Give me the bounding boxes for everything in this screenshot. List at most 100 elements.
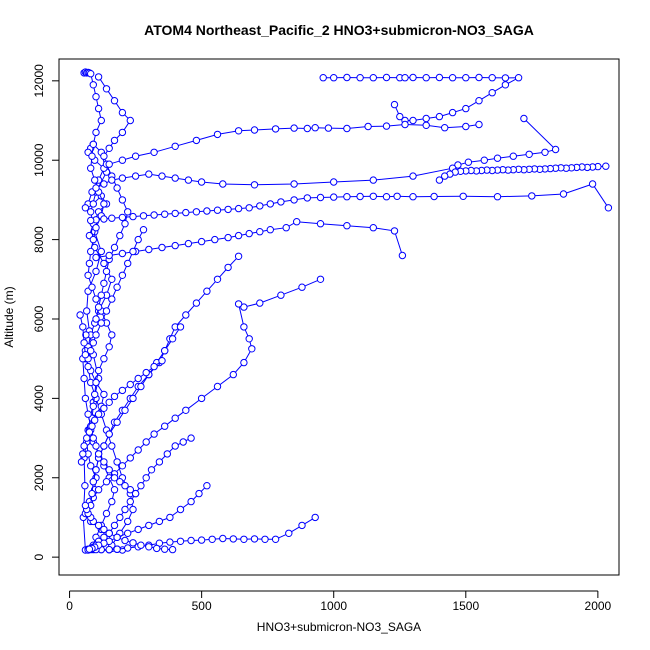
data-point [224, 205, 232, 214]
data-point [147, 466, 156, 474]
data-point [240, 303, 248, 311]
data-point [271, 125, 280, 133]
data-point [84, 271, 92, 279]
data-point [213, 130, 222, 139]
data-point [441, 124, 449, 132]
data-point [131, 489, 140, 498]
data-point [118, 249, 127, 258]
data-point [187, 536, 195, 545]
data-point [441, 172, 449, 180]
data-point [100, 442, 108, 450]
data-point [213, 206, 222, 214]
data-point [105, 144, 113, 153]
data-point [171, 209, 179, 218]
data-point [126, 454, 135, 462]
data-point [113, 418, 121, 426]
y-axis-label: Altitude (m) [2, 286, 16, 347]
data-point [85, 428, 94, 436]
data-point [118, 213, 127, 222]
data-point [102, 85, 111, 93]
data-point [91, 176, 99, 184]
data-point [121, 536, 129, 545]
data-point [475, 120, 483, 129]
data-point [192, 299, 201, 307]
data-point [92, 184, 100, 192]
data-point [187, 434, 195, 442]
data-point [184, 239, 193, 248]
data-point [92, 442, 100, 450]
data-point [150, 430, 158, 438]
data-point [94, 521, 103, 530]
data-point [126, 116, 135, 125]
data-point [100, 525, 108, 534]
data-point [92, 378, 100, 387]
data-point [89, 200, 98, 208]
data-point [92, 295, 100, 303]
data-point [277, 291, 285, 299]
data-point [250, 535, 259, 543]
data-point [343, 73, 351, 82]
data-point [182, 311, 190, 319]
data-point [356, 192, 364, 201]
data-point [118, 128, 127, 137]
data-point [92, 267, 100, 276]
data-point [285, 529, 293, 537]
series-line [323, 76, 519, 121]
data-point [94, 104, 103, 113]
data-point [187, 497, 195, 506]
data-point [97, 116, 106, 125]
y-tick-label: 6000 [32, 305, 46, 332]
series-line [109, 123, 480, 165]
data-point [77, 458, 86, 466]
data-point [409, 116, 417, 125]
data-point [87, 208, 95, 216]
data-point [87, 462, 95, 470]
data-point [290, 180, 298, 188]
data-point [137, 482, 145, 490]
data-point [139, 212, 148, 220]
data-point [396, 112, 404, 121]
data-point [150, 148, 158, 157]
data-point [85, 545, 94, 553]
data-point [475, 97, 483, 105]
data-point [179, 438, 187, 446]
data-point [137, 382, 145, 391]
data-point [401, 74, 409, 82]
data-point [475, 73, 483, 82]
data-point [197, 237, 206, 246]
data-point [203, 207, 211, 215]
data-point [89, 478, 98, 486]
data-point [121, 482, 129, 490]
data-point [110, 136, 119, 145]
data-point [234, 127, 243, 135]
data-point [155, 517, 164, 526]
data-point [240, 535, 248, 543]
data-point [409, 73, 417, 82]
data-point [102, 509, 111, 518]
series-line [96, 516, 316, 551]
data-point [124, 517, 132, 526]
data-point [493, 193, 502, 201]
data-point [108, 497, 116, 506]
data-point [316, 220, 325, 228]
data-point [293, 218, 301, 226]
data-point [80, 339, 88, 347]
data-point [219, 180, 227, 188]
data-point [182, 208, 190, 217]
y-tick-label: 12000 [32, 64, 46, 98]
data-point [118, 174, 127, 182]
data-point [110, 474, 119, 482]
data-point [79, 323, 87, 331]
data-point [435, 176, 444, 184]
data-point [137, 541, 145, 549]
data-point [330, 193, 338, 201]
data-point [82, 331, 90, 339]
data-point [514, 74, 523, 82]
data-point [192, 136, 201, 145]
data-point [87, 164, 95, 172]
data-point [92, 331, 100, 339]
data-point [203, 287, 211, 295]
data-point [197, 536, 206, 544]
data-point [97, 291, 106, 299]
data-point [319, 74, 327, 82]
